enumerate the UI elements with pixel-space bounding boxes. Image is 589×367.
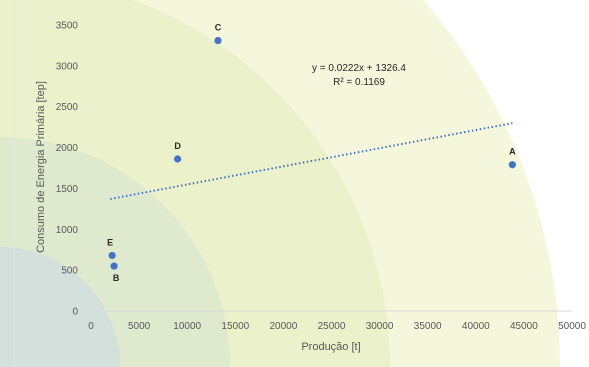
x-tick-label: 15000	[221, 321, 249, 332]
y-tick-label: 2500	[56, 102, 79, 113]
x-tick-label: 10000	[173, 321, 201, 332]
trendline	[110, 122, 513, 200]
y-tick-label: 3500	[56, 21, 79, 32]
x-tick-label: 35000	[414, 321, 442, 332]
x-tick-label: 45000	[510, 321, 538, 332]
y-axis-ticks: 0 500 1000 1500 2000 2500 3000 3500	[56, 21, 79, 318]
y-tick-label: 500	[61, 266, 78, 277]
data-point-a	[508, 161, 516, 169]
x-tick-label: 5000	[128, 321, 151, 332]
data-points: A B C D E	[107, 23, 516, 284]
trendline-equation: y = 0.0222x + 1326.4	[312, 63, 406, 74]
data-point-label: B	[113, 273, 120, 283]
y-tick-label: 3000	[56, 61, 79, 72]
x-tick-label: 40000	[462, 321, 490, 332]
y-tick-label: 0	[72, 307, 78, 318]
x-tick-label: 50000	[558, 321, 586, 332]
y-axis-title: Consumo de Energia Primária [tep]	[35, 81, 47, 253]
data-point-c	[214, 36, 222, 45]
plot-area: 0 500 1000 1500 2000 2500 3000 3500 0 5000 10000 1…	[56, 21, 587, 333]
x-tick-label: 0	[88, 321, 94, 332]
x-axis-ticks: 0 5000 10000 15000 20000 25000 30000 35000 40000…	[88, 321, 586, 332]
x-tick-label: 20000	[269, 321, 297, 332]
y-tick-label: 1000	[56, 225, 79, 236]
x-tick-label: 25000	[318, 321, 346, 332]
y-tick-label: 1500	[56, 184, 79, 195]
x-axis-title: Produção [t]	[301, 341, 360, 353]
data-point-label: D	[174, 141, 181, 151]
y-tick-label: 2000	[56, 143, 79, 154]
trendline-r-squared: R² = 0.1169	[333, 77, 385, 88]
x-tick-label: 30000	[366, 321, 394, 332]
data-point-label: C	[215, 23, 222, 33]
data-point-d	[173, 155, 182, 163]
data-point-e	[108, 251, 116, 260]
data-point-b	[110, 262, 118, 270]
data-point-label: A	[509, 147, 516, 157]
data-point-label: E	[107, 237, 113, 247]
